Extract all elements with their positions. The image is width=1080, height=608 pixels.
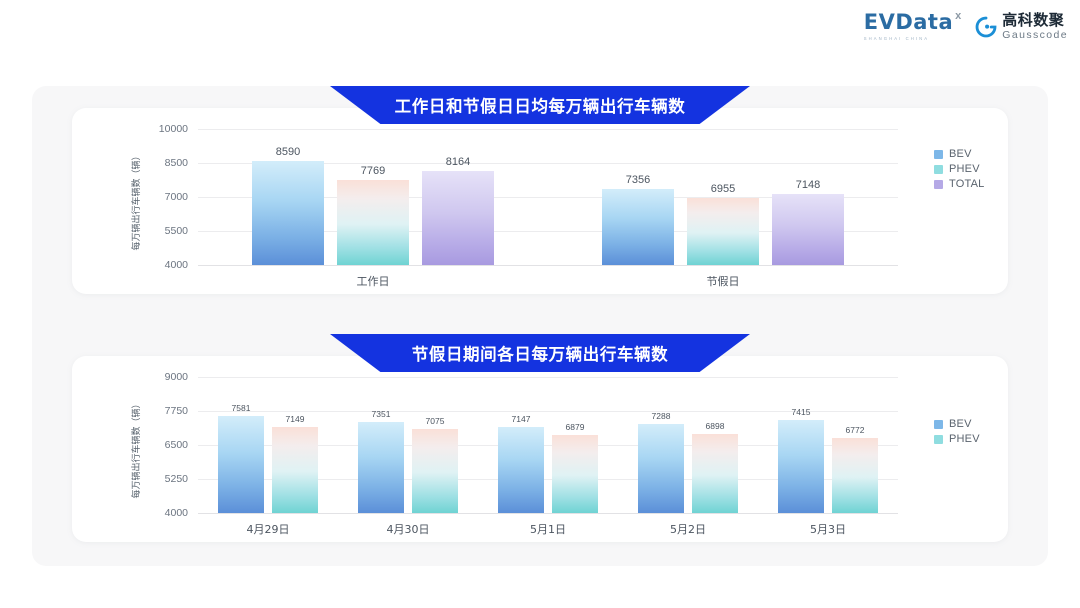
bar-bev <box>638 423 684 513</box>
bar-value-label: 7075 <box>425 416 445 427</box>
legend-label: BEV <box>949 418 972 430</box>
chart-2-plot-area: 每万辆出行车辆数（辆） 4000 5250 6500 7750 9000 7581 714… <box>72 356 1008 542</box>
bar-value-label: 7356 <box>625 173 651 186</box>
category-label: 5月2日 <box>670 523 706 536</box>
gausscode-logo: 高科数聚 Gausscode <box>975 13 1068 41</box>
legend-swatch-icon <box>934 149 943 159</box>
gridline <box>198 479 898 480</box>
gausscode-cn-name: 高科数聚 <box>1002 11 1065 29</box>
bar-value-label: 7288 <box>651 410 671 421</box>
bar-bev <box>778 420 824 513</box>
y-tick-label: 4000 <box>164 507 188 519</box>
y-tick-label: 8500 <box>164 157 188 169</box>
bar-bev <box>218 415 264 513</box>
evdata-wordmark: EVData <box>863 10 954 34</box>
bar-phev <box>337 179 409 265</box>
category-label: 节假日 <box>706 275 740 288</box>
gridline <box>198 197 898 198</box>
category-label: 4月29日 <box>246 523 290 536</box>
bar-value-label: 7149 <box>285 414 305 425</box>
chart-1-legend: BEV PHEV TOTAL <box>934 148 984 190</box>
bar-phev <box>272 427 318 513</box>
bar-total <box>422 170 494 265</box>
bar-value-label: 7415 <box>791 407 811 418</box>
bar-phev <box>552 434 598 513</box>
gridline <box>198 163 898 164</box>
bar-phev <box>412 429 458 513</box>
legend-item-phev[interactable]: PHEV <box>934 433 980 445</box>
bar-value-label: 7351 <box>371 408 391 419</box>
chart-2-bars: 7581 7149 4月29日 7351 7075 4月30日 7147 6879 5月1日 72… <box>198 377 898 536</box>
y-tick-label: 7000 <box>164 191 188 203</box>
chart-1-title: 工作日和节假日日均每万辆出行车辆数 <box>394 97 686 116</box>
category-label: 4月30日 <box>386 523 430 536</box>
bar-phev <box>832 437 878 513</box>
gridline <box>198 411 898 412</box>
category-label: 工作日 <box>356 275 390 288</box>
legend-item-phev[interactable]: PHEV <box>934 163 984 175</box>
bar-value-label: 7581 <box>231 402 251 413</box>
legend-label: TOTAL <box>949 178 985 190</box>
evdata-logo: EVData x shanghai china <box>863 10 962 41</box>
evdata-tagline: shanghai china <box>863 36 930 41</box>
gridline <box>198 231 898 232</box>
bar-phev <box>687 198 759 265</box>
y-tick-label: 9000 <box>164 371 188 383</box>
bar-value-label: 6879 <box>565 421 585 432</box>
bar-bev <box>602 188 674 265</box>
legend-label: PHEV <box>949 163 980 175</box>
gridline <box>198 377 898 378</box>
chart-2-title: 节假日期间各日每万辆出行车辆数 <box>411 345 669 364</box>
legend-swatch-icon <box>934 179 943 189</box>
legend-item-total[interactable]: TOTAL <box>934 178 984 190</box>
chart-card-holiday-daily: 每万辆出行车辆数（辆） 4000 5250 6500 7750 9000 7581 714… <box>72 356 1008 542</box>
x-axis-line <box>198 513 898 514</box>
gridline <box>198 445 898 446</box>
x-axis-line <box>198 265 898 266</box>
content-panel: 每万辆出行车辆数（辆） 4000 5500 7000 8500 10000 8590 77… <box>32 86 1048 566</box>
chart-card-weekday-holiday: 每万辆出行车辆数（辆） 4000 5500 7000 8500 10000 8590 77… <box>72 108 1008 294</box>
chart-1-plot-area: 每万辆出行车辆数（辆） 4000 5500 7000 8500 10000 8590 77… <box>72 108 1008 294</box>
category-label: 5月3日 <box>810 523 846 536</box>
bar-total <box>772 193 844 265</box>
bar-bev <box>358 421 404 513</box>
y-tick-label: 10000 <box>158 123 188 135</box>
chart-2-y-ticks: 4000 5250 6500 7750 9000 <box>106 356 188 542</box>
y-tick-label: 5250 <box>164 473 188 485</box>
bar-bev <box>252 160 324 265</box>
bar-value-label: 6955 <box>710 183 736 196</box>
legend-swatch-icon <box>934 419 943 429</box>
gausscode-en-name: Gausscode <box>1002 28 1068 41</box>
y-tick-label: 4000 <box>164 259 188 271</box>
evdata-superscript-x: x <box>955 10 962 22</box>
chart-1-y-ticks: 4000 5500 7000 8500 10000 <box>106 108 188 294</box>
chart-1-title-ribbon: 工作日和节假日日均每万辆出行车辆数 <box>330 86 750 124</box>
bar-value-label: 8590 <box>275 145 301 158</box>
bar-value-label: 7147 <box>511 414 531 425</box>
chart-1-bars: 8590 7769 8164 工作日 7356 6955 7148 节假日 <box>198 129 898 288</box>
legend-swatch-icon <box>934 164 943 174</box>
bar-bev <box>498 427 544 513</box>
gridline <box>198 129 898 130</box>
category-label: 5月1日 <box>530 523 566 536</box>
y-tick-label: 5500 <box>164 225 188 237</box>
bar-value-label: 7769 <box>360 164 386 177</box>
legend-item-bev[interactable]: BEV <box>934 418 980 430</box>
brand-header: EVData x shanghai china 高科数聚 Gausscode <box>863 10 1068 41</box>
chart-2-legend: BEV PHEV <box>934 418 980 445</box>
gausscode-g-icon <box>975 16 997 38</box>
legend-item-bev[interactable]: BEV <box>934 148 984 160</box>
y-tick-label: 7750 <box>164 405 188 417</box>
legend-label: BEV <box>949 148 972 160</box>
bar-value-label: 7148 <box>795 178 821 191</box>
y-tick-label: 6500 <box>164 439 188 451</box>
bar-value-label: 6772 <box>845 424 865 435</box>
bar-value-label: 8164 <box>445 155 471 168</box>
bar-phev <box>692 434 738 513</box>
bar-value-label: 6898 <box>705 421 725 432</box>
legend-label: PHEV <box>949 433 980 445</box>
chart-2-title-ribbon: 节假日期间各日每万辆出行车辆数 <box>330 334 750 372</box>
legend-swatch-icon <box>934 434 943 444</box>
